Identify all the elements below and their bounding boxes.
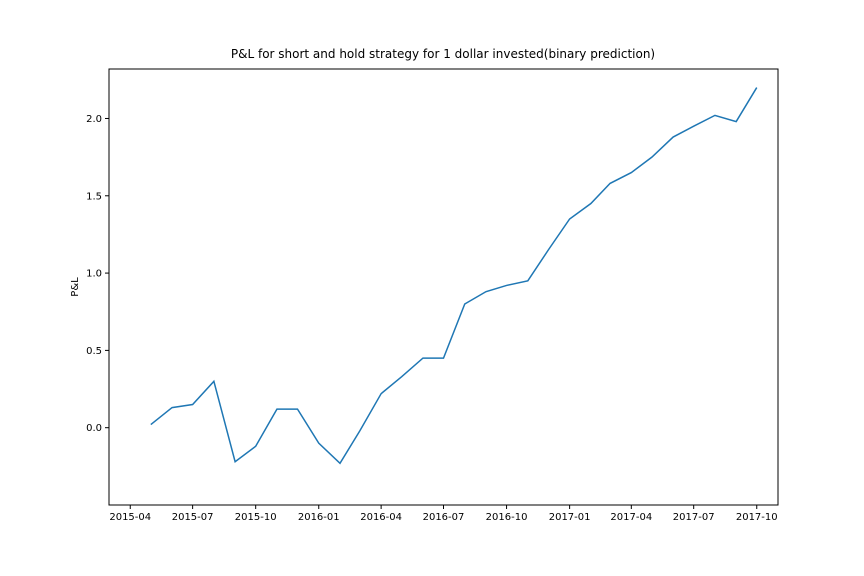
- x-tick-label: 2016-04: [360, 512, 402, 523]
- y-tick-label: 0.0: [86, 423, 102, 434]
- x-tick-label: 2016-10: [486, 512, 528, 523]
- x-tick-label: 2017-07: [673, 512, 715, 523]
- x-tick-label: 2015-07: [172, 512, 214, 523]
- x-tick-label: 2016-01: [298, 512, 340, 523]
- x-tick-label: 2017-10: [736, 512, 778, 523]
- chart-title: P&L for short and hold strategy for 1 do…: [231, 47, 655, 61]
- line: [150, 87, 758, 465]
- x-tick-label: 2015-04: [109, 512, 151, 523]
- y-tick-label: 0.5: [86, 346, 102, 357]
- x-tick-label: 2016-07: [423, 512, 465, 523]
- y-tick-label: 1.5: [86, 191, 102, 202]
- y-tick-label: 1.0: [86, 269, 102, 280]
- y-tick-label: 2.0: [86, 114, 102, 125]
- x-tick-label: 2017-04: [610, 512, 652, 523]
- y-axis-label: P&L: [70, 277, 81, 297]
- x-tick-label: 2015-10: [235, 512, 277, 523]
- x-tick-label: 2017-01: [549, 512, 591, 523]
